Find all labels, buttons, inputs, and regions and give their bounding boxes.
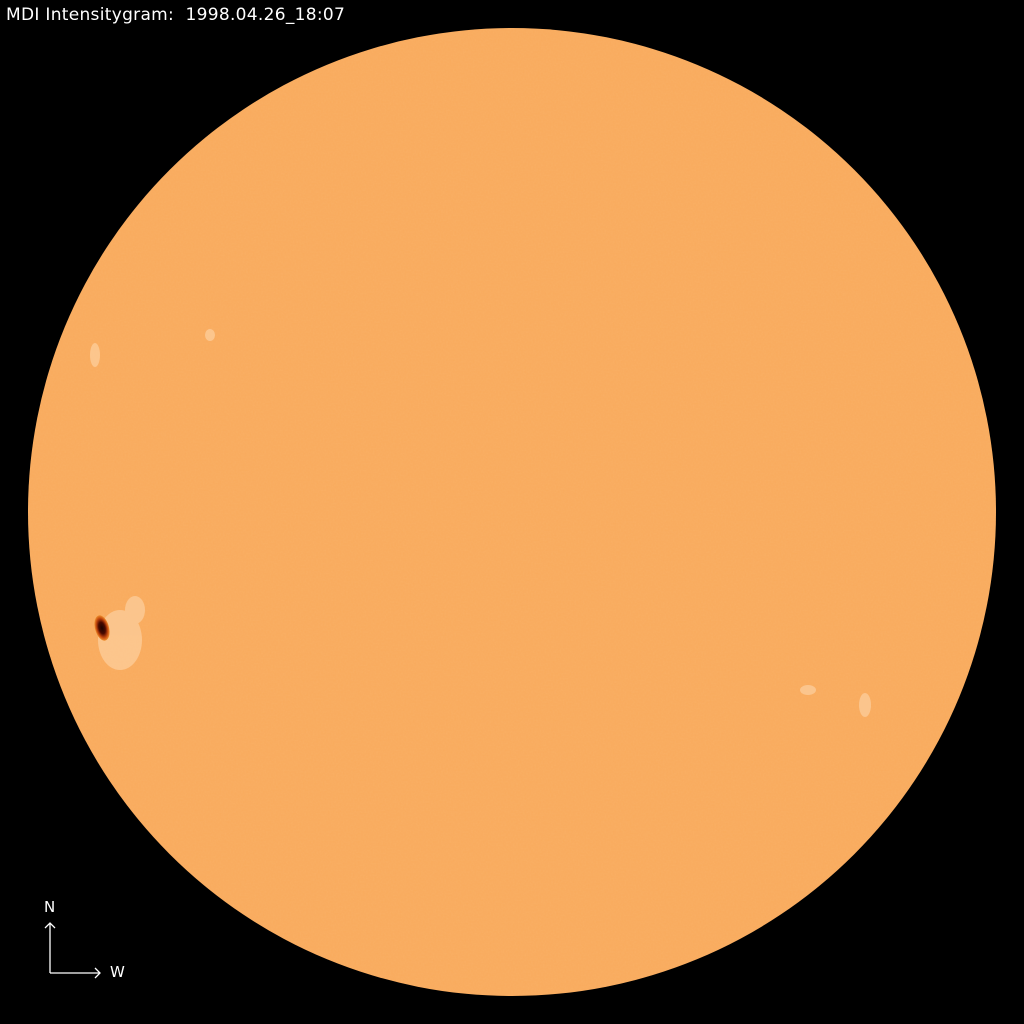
faculae bbox=[90, 329, 871, 717]
west-label: W bbox=[110, 963, 125, 981]
sunspot bbox=[94, 615, 110, 641]
north-label: N bbox=[44, 898, 56, 916]
instrument-label: MDI Intensitygram: bbox=[6, 5, 175, 25]
image-title: MDI Intensitygram: 1998.04.26_18:07 bbox=[6, 5, 345, 25]
north-arrowhead bbox=[44, 922, 56, 929]
granulation-texture bbox=[28, 28, 996, 996]
west-arrowhead bbox=[94, 967, 101, 979]
observation-datetime: 1998.04.26_18:07 bbox=[185, 5, 346, 25]
compass-arrows bbox=[44, 922, 101, 979]
